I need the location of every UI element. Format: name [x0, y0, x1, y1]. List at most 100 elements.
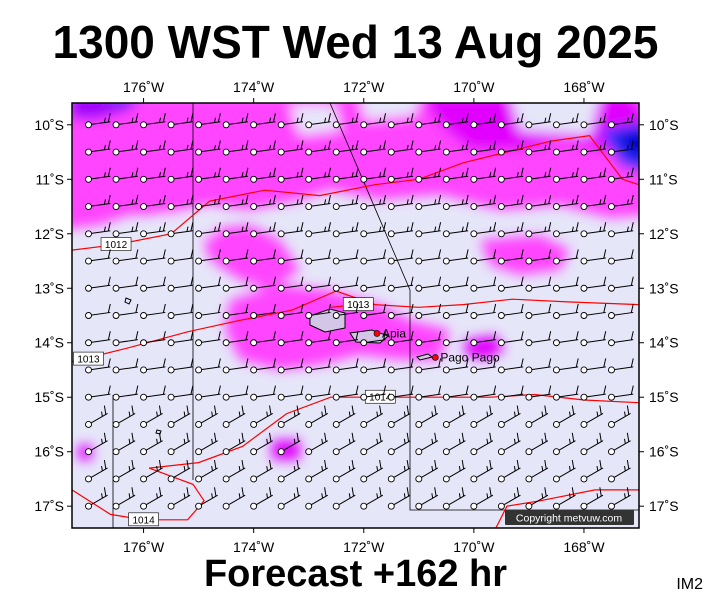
wind-barb — [277, 140, 304, 156]
wind-barb — [415, 405, 439, 428]
island-small-west — [124, 297, 132, 305]
wind-barb — [195, 113, 221, 129]
lat-label-right: 16˚S — [649, 444, 679, 460]
wind-barb — [195, 405, 218, 428]
rain-heavy-northwest — [72, 103, 135, 120]
wind-barb — [415, 487, 439, 510]
wind-barb — [552, 276, 579, 292]
wind-barb — [442, 358, 469, 374]
wind-barb — [497, 405, 521, 428]
wind-barb — [525, 487, 549, 510]
wind-barb — [277, 487, 301, 510]
wind-barb — [222, 331, 249, 347]
wind-barb — [608, 276, 634, 292]
wind-barb — [195, 432, 218, 456]
wind-barb — [415, 331, 442, 347]
wind-barb — [305, 249, 331, 265]
wind-barb — [580, 194, 607, 210]
lat-label-right: 17˚S — [649, 498, 679, 514]
wind-barb — [415, 303, 442, 319]
wind-barb — [332, 113, 359, 129]
wind-barb — [222, 167, 249, 183]
wind-barb — [552, 385, 579, 401]
wind-barb — [85, 276, 111, 292]
wind-barb — [552, 140, 579, 156]
wind-barb — [305, 222, 331, 238]
wind-barb — [415, 459, 439, 483]
wind-barb — [360, 487, 384, 510]
wind-barb — [387, 194, 414, 210]
wind-barb — [250, 276, 276, 292]
wind-barb — [360, 194, 387, 210]
wind-barb — [442, 194, 469, 210]
wind-barb — [112, 222, 139, 238]
wind-barb — [552, 331, 579, 347]
wind-barb — [222, 194, 249, 210]
wind-barb — [305, 487, 329, 510]
wind-barb — [112, 487, 136, 510]
lon-label-top: 174˚W — [233, 79, 275, 95]
wind-barb — [112, 113, 139, 129]
isobar-line — [495, 489, 639, 528]
wind-barb — [85, 358, 111, 374]
island-tutuila — [416, 353, 434, 361]
wind-barb — [305, 303, 331, 319]
wind-barb — [470, 167, 497, 183]
wind-barb — [442, 276, 469, 292]
wind-barb — [470, 140, 497, 156]
isobar-label: 1012 — [105, 240, 128, 251]
wind-barb — [525, 249, 552, 265]
wind-barb — [305, 358, 331, 374]
wind-barb — [222, 276, 249, 292]
wind-barb — [277, 405, 301, 428]
wind-barb — [250, 358, 276, 374]
wind-barb — [580, 487, 604, 510]
wind-barb — [277, 385, 304, 401]
wind-barb — [195, 249, 221, 265]
wind-barb — [85, 331, 111, 347]
wind-barb — [250, 385, 276, 401]
wind-barb — [140, 385, 166, 401]
wind-barb — [112, 385, 139, 401]
wind-barb — [140, 303, 166, 319]
wind-barb — [387, 249, 414, 265]
wind-barb — [525, 385, 552, 401]
wind-barb — [470, 222, 497, 238]
wind-barb — [277, 432, 301, 456]
chart-title: 1300 WST Wed 13 Aug 2025 — [52, 16, 659, 68]
lat-label-left: 17˚S — [34, 498, 64, 514]
wind-barb — [552, 303, 579, 319]
wind-barb — [85, 405, 108, 428]
copyright-text: Copyright metvuw.com — [516, 513, 622, 525]
wind-barb — [250, 113, 276, 129]
wind-barb — [167, 113, 194, 129]
wind-barb — [415, 385, 442, 401]
wind-barb — [250, 432, 273, 456]
isobar-line — [72, 135, 639, 251]
wind-barb — [608, 405, 631, 428]
wind-barb — [360, 358, 387, 374]
wind-barb — [112, 358, 139, 374]
lat-label-left: 10˚S — [34, 117, 64, 133]
wind-barb — [167, 487, 191, 510]
wind-barb — [112, 459, 136, 483]
wind-barb — [552, 487, 576, 510]
wind-barb — [140, 167, 166, 183]
wind-barb — [497, 140, 524, 156]
lon-label-bottom: 168˚W — [563, 539, 605, 555]
wind-barb — [332, 358, 359, 374]
isobar-line — [72, 467, 205, 521]
wind-barb — [360, 113, 387, 129]
lat-label-right: 14˚S — [649, 335, 679, 351]
wind-barb — [332, 276, 359, 292]
wind-barb — [415, 222, 442, 238]
wind-barb — [415, 167, 442, 183]
lat-label-left: 16˚S — [34, 444, 64, 460]
wind-barb — [552, 194, 579, 210]
wind-barb — [85, 222, 111, 238]
wind-barb — [332, 405, 356, 428]
wind-barb — [415, 432, 439, 456]
wind-barb — [167, 405, 191, 428]
rain-field — [72, 103, 639, 528]
wind-barb — [332, 385, 359, 401]
